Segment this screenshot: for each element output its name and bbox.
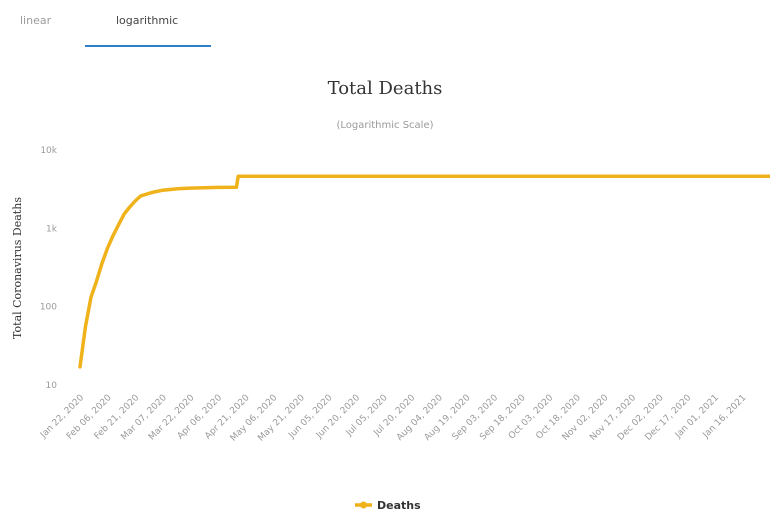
tab-linear[interactable]: linear — [20, 14, 52, 27]
y-tick-label: 1k — [46, 224, 58, 234]
series-line-deaths — [78, 174, 770, 369]
legend-marker — [360, 501, 367, 509]
legend-label-deaths[interactable]: Deaths — [377, 499, 421, 511]
chart-subtitle: (Logarithmic Scale) — [336, 120, 434, 131]
y-axis-title: Total Coronavirus Deaths — [11, 197, 24, 339]
active-tab-indicator — [85, 45, 211, 47]
y-tick-label: 10k — [40, 146, 57, 156]
y-tick-label: 100 — [40, 303, 57, 313]
y-tick-label: 10 — [46, 381, 58, 391]
tab-logarithmic[interactable]: logarithmic — [116, 14, 179, 27]
chart-title: Total Deaths — [327, 78, 443, 99]
scale-tabs: linear logarithmic — [0, 0, 770, 52]
